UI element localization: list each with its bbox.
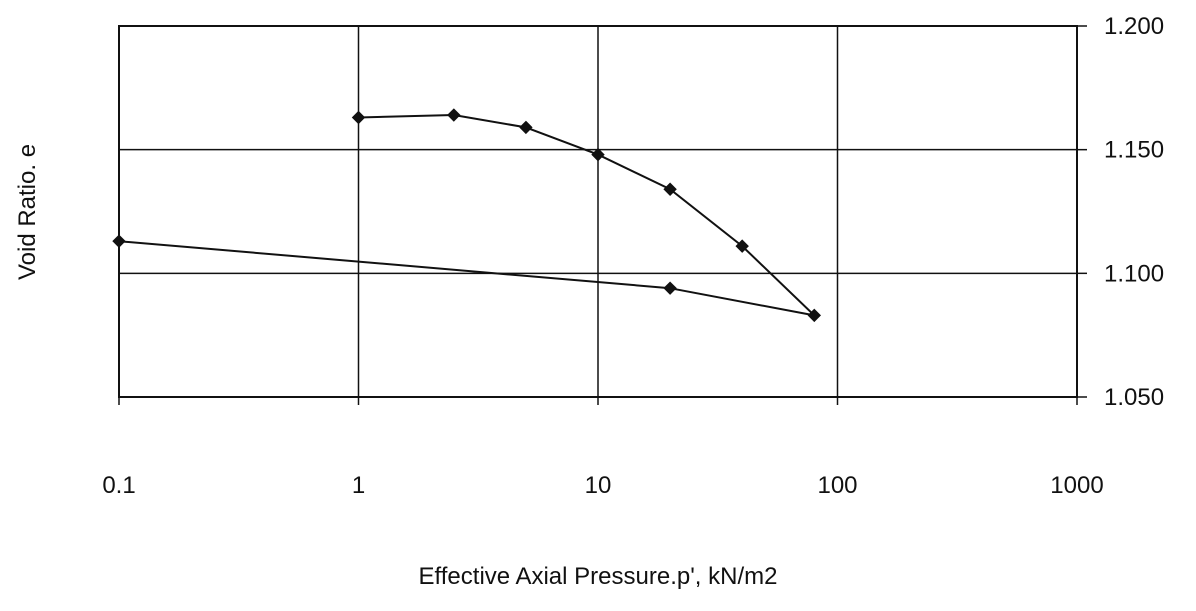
- x-tick-labels: 0.1 1 10 100 1000: [102, 472, 1103, 499]
- series-layer: [118, 113, 818, 318]
- x-axis-title: Effective Axial Pressure.p', kN/m2: [419, 563, 778, 590]
- x-tick-label: 0.1: [102, 472, 135, 499]
- y-tick-label: 1.100: [1104, 260, 1164, 287]
- data-point: [663, 182, 677, 196]
- series-line: [118, 113, 818, 318]
- data-point: [735, 239, 749, 253]
- data-markers: [112, 108, 821, 323]
- y-axis-title: Void Ratio. e: [14, 144, 41, 280]
- x-tick-label: 1000: [1050, 472, 1103, 499]
- y-tick-label: 1.200: [1104, 13, 1164, 40]
- y-tick-labels: 1.050 1.100 1.150 1.200: [1104, 13, 1164, 411]
- data-point: [591, 147, 605, 162]
- x-tick-label: 10: [585, 472, 612, 499]
- axis-ticks: [118, 25, 1087, 405]
- data-point: [663, 281, 677, 295]
- x-tick-label: 100: [817, 472, 857, 499]
- data-point: [112, 234, 126, 248]
- data-point: [807, 308, 821, 323]
- data-point: [519, 120, 533, 135]
- data-point: [351, 110, 366, 125]
- x-tick-label: 1: [352, 472, 365, 499]
- y-tick-label: 1.050: [1104, 384, 1164, 411]
- y-tick-label: 1.150: [1104, 137, 1164, 164]
- grid-lines: [119, 26, 1077, 397]
- data-point: [447, 108, 461, 122]
